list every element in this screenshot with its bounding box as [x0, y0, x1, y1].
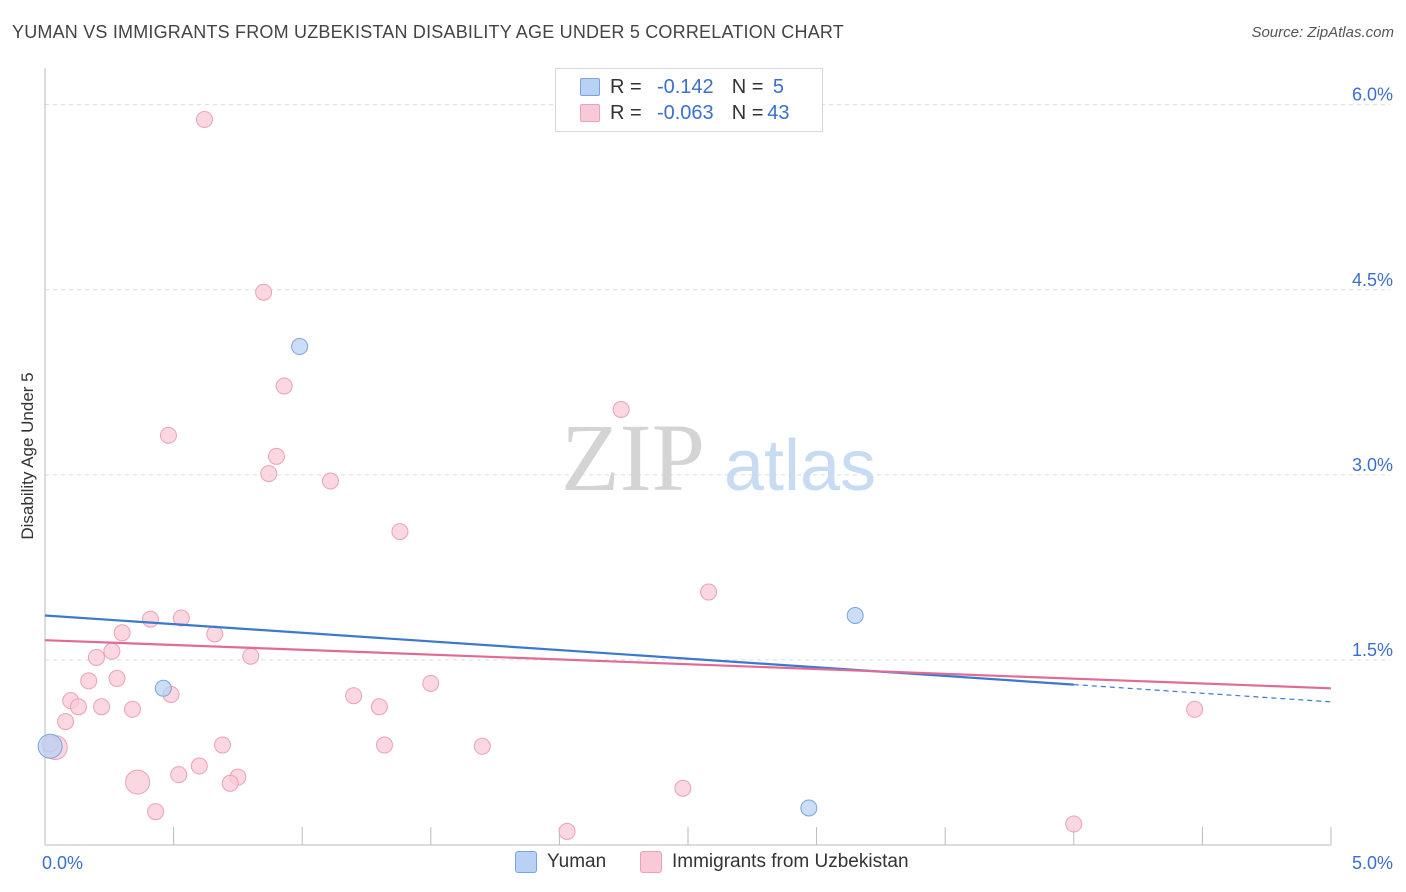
- uzbekistan-point: [170, 766, 188, 784]
- uzbekistan-point: [612, 400, 630, 418]
- uzbekistan-point: [558, 822, 576, 840]
- x-tick-label: 5.0%: [1352, 853, 1393, 873]
- watermark-atlas: atlas: [724, 426, 876, 506]
- uzbekistan-trend-line: [44, 639, 1332, 690]
- legend-n-value: 43: [767, 101, 790, 124]
- y-tick-label: 3.0%: [1352, 455, 1393, 475]
- legend-n-label: N =: [731, 75, 764, 98]
- uzbekistan-point: [260, 465, 278, 483]
- uzbekistan-point: [141, 610, 159, 628]
- uzbekistan-point: [221, 774, 239, 792]
- uzbekistan-point: [69, 698, 87, 716]
- yuman-point: [800, 799, 818, 817]
- legend-r-label: R =: [610, 75, 642, 98]
- uzbekistan-point: [123, 700, 141, 718]
- uzbekistan-point: [674, 779, 692, 797]
- series-immigrants-from-uzbekistan: [41, 110, 1204, 840]
- y-tick-label: 1.5%: [1352, 640, 1393, 660]
- uzbekistan-point: [93, 698, 111, 716]
- watermark: ZIP atlas: [561, 404, 876, 511]
- uzbekistan-point: [321, 472, 339, 490]
- uzbekistan-point: [159, 426, 177, 444]
- legend-r-label: R =: [610, 101, 642, 124]
- uzbekistan-point: [213, 736, 231, 754]
- axes: [44, 68, 1332, 846]
- uzbekistan-point: [125, 769, 151, 795]
- uzbekistan-legend-swatch: [640, 851, 662, 873]
- legend-r-value: -0.142: [656, 75, 714, 98]
- yuman-point: [846, 607, 864, 624]
- uzbekistan-point: [87, 648, 105, 666]
- uzbekistan-point: [473, 737, 491, 755]
- uzbekistan-point: [206, 625, 224, 643]
- uzbekistan-point: [255, 283, 273, 301]
- x-tick-label: 0.0%: [42, 853, 83, 873]
- legend-row-yuman: R = -0.142 N = 5: [580, 74, 793, 100]
- legend-yuman-label: Yuman: [547, 851, 607, 872]
- legend-row-uzbekistan: R = -0.063 N = 43: [580, 100, 793, 126]
- yuman-swatch: [580, 78, 600, 96]
- uzbekistan-point: [57, 713, 75, 731]
- gridlines: [45, 104, 1390, 661]
- uzbekistan-point: [113, 624, 131, 642]
- uzbekistan-point: [1186, 700, 1204, 718]
- uzbekistan-point: [1065, 815, 1083, 833]
- y-axis-label: Disability Age Under 5: [18, 372, 37, 539]
- watermark-zip: ZIP: [561, 404, 705, 511]
- uzbekistan-point: [700, 583, 718, 601]
- series-legend: Yuman Immigrants from Uzbekistan: [0, 851, 1406, 877]
- uzbekistan-point: [345, 687, 363, 705]
- legend-item-yuman[interactable]: Yuman: [515, 851, 606, 873]
- uzbekistan-point: [172, 609, 190, 627]
- uzbekistan-point: [376, 736, 394, 754]
- y-tick-label: 4.5%: [1352, 270, 1393, 290]
- yuman-trend-line: [44, 614, 1074, 686]
- yuman-point: [37, 733, 63, 759]
- uzbekistan-point: [422, 674, 440, 692]
- yuman-point: [154, 679, 172, 697]
- stats-legend: R = -0.142 N = 5 R = -0.063 N = 43: [555, 68, 823, 132]
- uzbekistan-swatch: [580, 104, 600, 122]
- uzbekistan-point: [80, 672, 98, 690]
- uzbekistan-point: [275, 377, 293, 395]
- legend-n-value: 5: [772, 75, 784, 98]
- uzbekistan-point: [391, 523, 409, 541]
- legend-n-label: N =: [731, 101, 764, 124]
- source-label: Source: ZipAtlas.com: [1251, 24, 1394, 41]
- uzbekistan-point: [103, 642, 121, 660]
- yuman-point: [291, 338, 309, 356]
- y-tick-label: 6.0%: [1352, 85, 1393, 105]
- series-yuman: [37, 338, 864, 817]
- yuman-trend-extension: [1073, 683, 1332, 703]
- legend-item-uzbekistan[interactable]: Immigrants from Uzbekistan: [640, 851, 909, 873]
- trend-lines: [44, 614, 1332, 703]
- uzbekistan-point: [147, 803, 165, 821]
- uzbekistan-point: [242, 647, 260, 665]
- uzbekistan-point: [108, 669, 126, 687]
- uzbekistan-point: [267, 447, 285, 465]
- chart-title: YUMAN VS IMMIGRANTS FROM UZBEKISTAN DISA…: [12, 22, 844, 42]
- tick-labels: 1.5% 3.0% 4.5% 6.0% 0.0% 5.0%: [42, 85, 1393, 873]
- uzbekistan-point: [190, 757, 208, 775]
- legend-r-value: -0.063: [656, 101, 714, 124]
- uzbekistan-point: [370, 698, 388, 716]
- legend-uzbekistan-label: Immigrants from Uzbekistan: [672, 851, 909, 872]
- yuman-legend-swatch: [515, 851, 537, 873]
- uzbekistan-point: [195, 110, 213, 128]
